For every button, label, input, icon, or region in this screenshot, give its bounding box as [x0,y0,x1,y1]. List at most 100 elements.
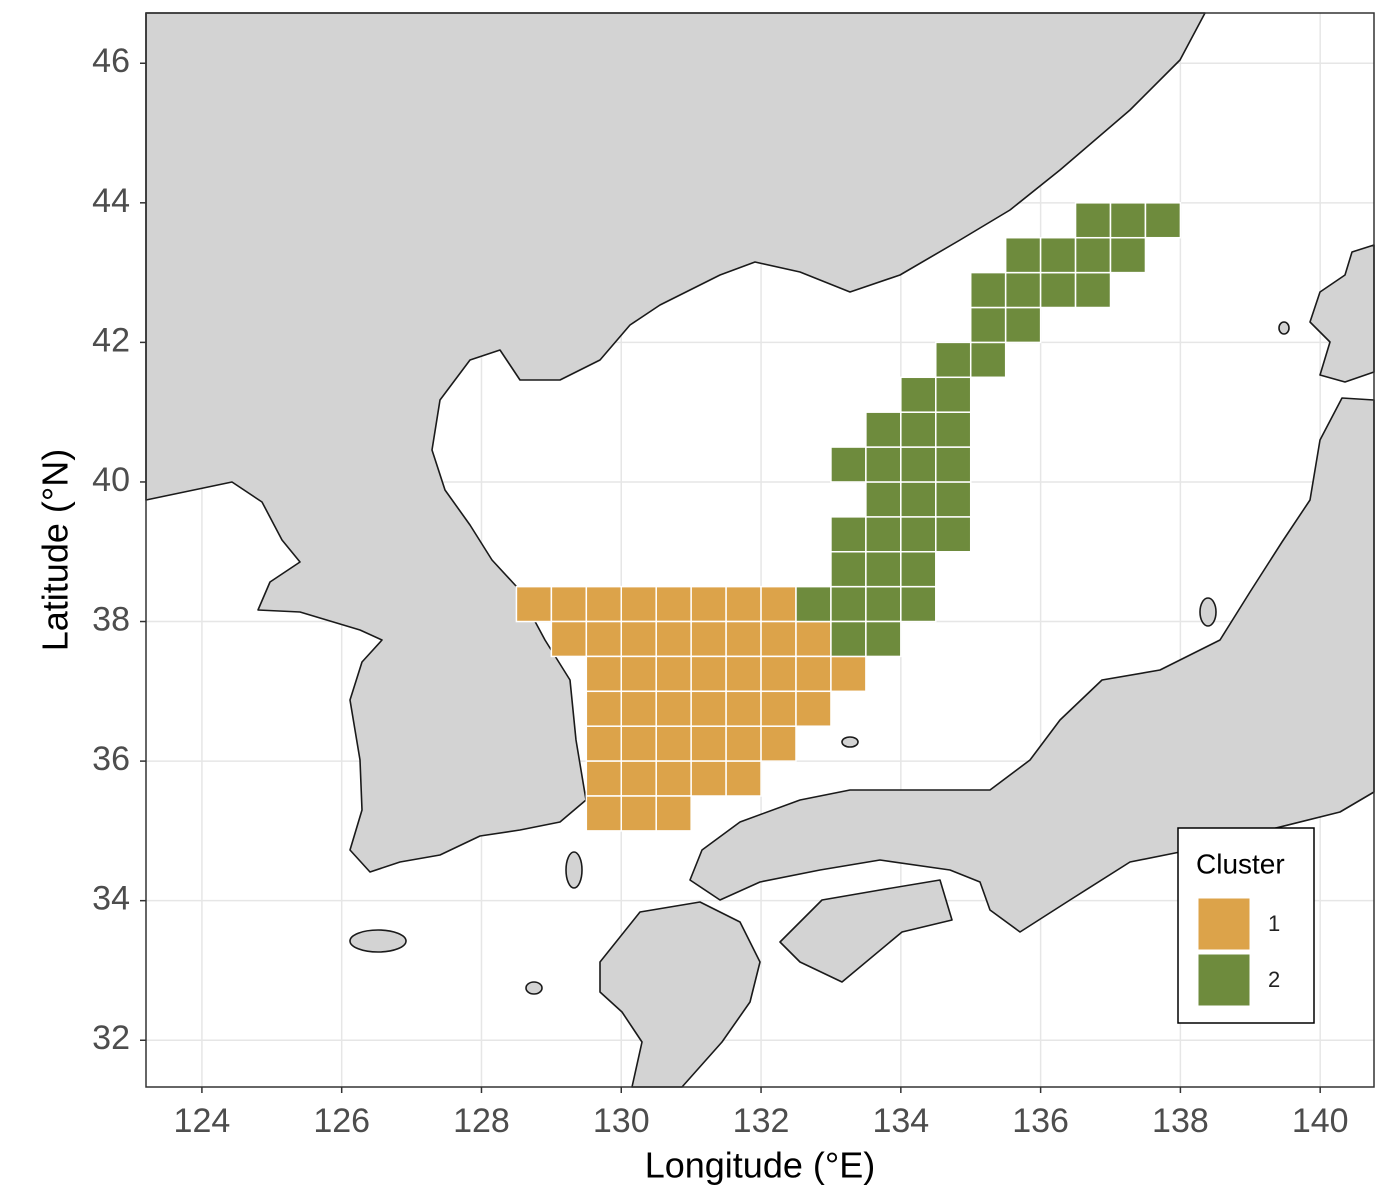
cell [585,760,623,797]
cell [655,620,692,658]
cell [1074,236,1112,274]
cell [620,655,657,693]
y-tick-label: 38 [92,601,130,639]
cell [585,655,623,693]
cell [725,725,762,762]
cell [935,481,972,518]
cell [550,620,588,658]
cell [585,620,623,658]
cell [865,411,902,448]
cell [725,760,762,797]
cell [935,446,972,483]
cell [935,411,972,448]
cell [935,341,972,379]
y-tick-label: 32 [92,1019,130,1057]
y-tick-label: 42 [92,321,130,359]
cell [1109,202,1147,239]
cell [725,585,762,623]
cells [515,202,1182,832]
cell [830,446,867,483]
cell [620,620,657,658]
cell [690,585,727,623]
legend-key [1197,897,1251,951]
cell [760,585,797,623]
cell [760,655,797,693]
cell [935,376,972,413]
cell [585,725,623,762]
cell [1109,236,1147,274]
x-tick-label: 126 [313,1102,370,1140]
x-tick-label: 140 [1292,1102,1349,1140]
land [779,879,953,983]
x-tick-label: 128 [453,1102,510,1140]
cell [900,376,937,413]
cell [969,271,1007,309]
island [1278,321,1290,335]
legend: Cluster 1 2 [1177,827,1315,1024]
x-tick-label: 136 [1012,1102,1069,1140]
cell [655,690,692,727]
island [841,736,859,748]
cell [620,760,657,797]
cell [1144,202,1182,239]
cell [969,306,1007,344]
cell [690,690,727,727]
cell [1004,271,1042,309]
cell [1039,236,1077,274]
cell [690,655,727,693]
cell [760,690,797,727]
cell [1004,306,1042,344]
y-tick-label: 46 [92,42,130,80]
x-axis-title: Longitude (°E) [645,1145,876,1186]
cell [515,585,553,623]
land [1309,244,1375,383]
cell [725,655,762,693]
cell [795,620,832,658]
cell [865,585,902,623]
cell [865,516,902,553]
legend-title: Cluster [1196,848,1285,879]
cell [655,655,692,693]
legend-key [1197,953,1251,1007]
land [599,901,761,1088]
cell [795,690,832,727]
cell [865,446,902,483]
cell [585,690,623,727]
island [349,929,407,953]
cell [830,655,867,693]
cell [725,620,762,658]
cell [865,481,902,518]
cell [830,620,867,658]
x-tick-label: 130 [593,1102,650,1140]
cell [1039,271,1077,309]
cell [900,446,937,483]
cell [620,585,657,623]
y-tick-label: 40 [92,461,130,499]
cell [1004,236,1042,274]
cell [655,725,692,762]
y-tick-label: 44 [92,182,130,220]
cell [655,795,692,832]
island [1199,597,1217,627]
cell [655,760,692,797]
cell [1074,202,1112,239]
cell [900,481,937,518]
land-layer [145,12,1375,1088]
cell [760,725,797,762]
cell [830,550,867,588]
panel-border [145,12,1375,1088]
cell [795,655,832,693]
x-tick-label: 132 [733,1102,790,1140]
x-tick-label: 134 [872,1102,929,1140]
cell [900,585,937,623]
cell [585,585,623,623]
y-tick-label: 34 [92,880,130,918]
cell [900,550,937,588]
cell [690,760,727,797]
cell [1074,271,1112,309]
cell [760,620,797,658]
cell [830,585,867,623]
cell [585,795,623,832]
